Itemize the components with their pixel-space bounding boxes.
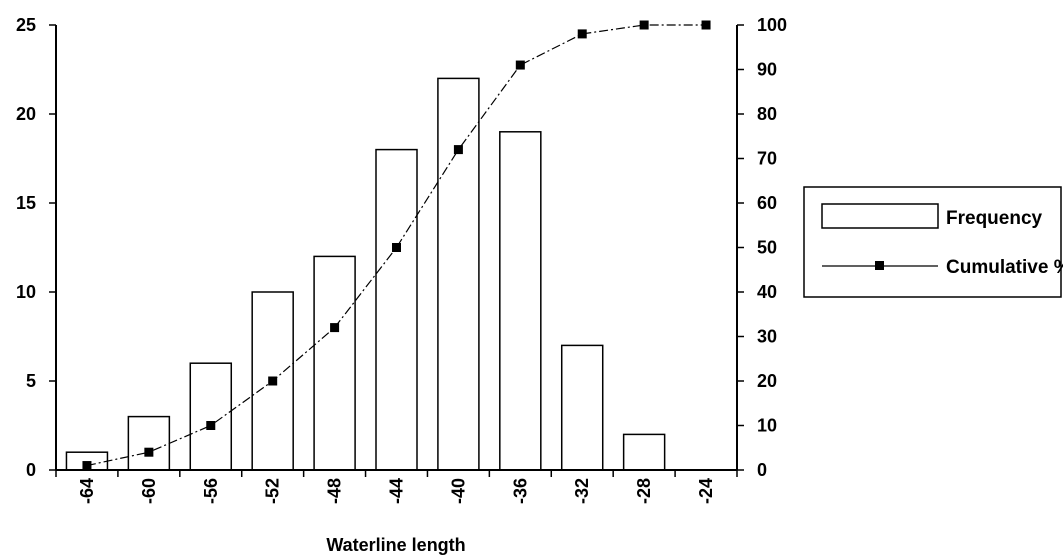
x-tick-label: -60 — [139, 478, 159, 504]
cumulative-marker — [82, 461, 92, 471]
x-tick-label: -52 — [263, 478, 283, 504]
x-tick-label: -64 — [77, 478, 97, 504]
cumulative-marker — [577, 29, 587, 39]
cumulative-marker — [701, 20, 711, 30]
right-y-tick-label: 90 — [757, 60, 777, 80]
right-y-tick-label: 80 — [757, 104, 777, 124]
right-y-tick-label: 100 — [757, 15, 787, 35]
legend: Frequency Cumulative % — [803, 186, 1063, 298]
left-y-tick-label: 20 — [16, 104, 36, 124]
cumulative-marker — [392, 243, 401, 252]
cumulative-marker — [453, 145, 463, 155]
cumulative-line — [86, 24, 707, 467]
frequency-bar — [313, 255, 356, 471]
left-y-tick-label: 5 — [26, 371, 36, 391]
frequency-bar — [437, 77, 480, 471]
x-tick-label: -56 — [201, 478, 221, 504]
x-axis-title: Waterline length — [326, 535, 465, 555]
frequency-bars — [65, 77, 666, 471]
x-tick-label: -40 — [448, 478, 468, 504]
legend-frequency-label: Frequency — [946, 208, 1043, 229]
cumulative-marker — [515, 60, 525, 70]
right-y-ticks: 0 10 20 30 40 50 60 70 80 90 100 — [737, 15, 787, 480]
frequency-bar — [622, 433, 666, 471]
cumulative-marker — [206, 421, 216, 430]
cumulative-marker — [268, 376, 278, 386]
cumulative-marker — [330, 323, 340, 333]
right-y-tick-label: 40 — [757, 282, 777, 302]
legend-frequency-swatch — [821, 203, 939, 229]
left-y-tick-label: 25 — [16, 15, 36, 35]
x-tick-label: -24 — [696, 478, 716, 504]
x-tick-label: -36 — [510, 478, 530, 504]
x-tick-label: -48 — [325, 478, 345, 504]
frequency-bar — [375, 148, 418, 471]
cumulative-line-series — [82, 20, 711, 471]
right-y-tick-label: 50 — [757, 238, 777, 258]
legend-cumulative-marker — [875, 261, 884, 270]
right-y-tick-label: 60 — [757, 193, 777, 213]
x-tick-label: -28 — [634, 478, 654, 504]
left-y-ticks: 0 5 10 15 20 25 — [16, 15, 56, 480]
x-tick-label: -32 — [572, 478, 592, 504]
x-ticks: -64 -60 -56 -52 -48 -44 -40 -36 -32 -28 -24 — [55, 470, 738, 504]
right-y-tick-label: 0 — [757, 460, 767, 480]
left-y-tick-label: 15 — [16, 193, 36, 213]
cumulative-marker — [144, 447, 154, 457]
left-y-tick-label: 0 — [26, 460, 36, 480]
frequency-bar — [127, 415, 171, 471]
frequency-bar — [189, 362, 233, 471]
right-y-tick-label: 70 — [757, 149, 777, 169]
frequency-bar — [499, 131, 542, 471]
x-tick-label: -44 — [387, 478, 407, 504]
right-y-tick-label: 10 — [757, 416, 777, 436]
legend-cumulative-label: Cumulative % — [946, 257, 1063, 278]
right-y-tick-label: 20 — [757, 371, 777, 391]
cumulative-marker — [639, 20, 649, 30]
left-y-tick-label: 10 — [16, 282, 36, 302]
right-y-tick-label: 30 — [757, 327, 777, 347]
frequency-bar — [560, 344, 604, 471]
